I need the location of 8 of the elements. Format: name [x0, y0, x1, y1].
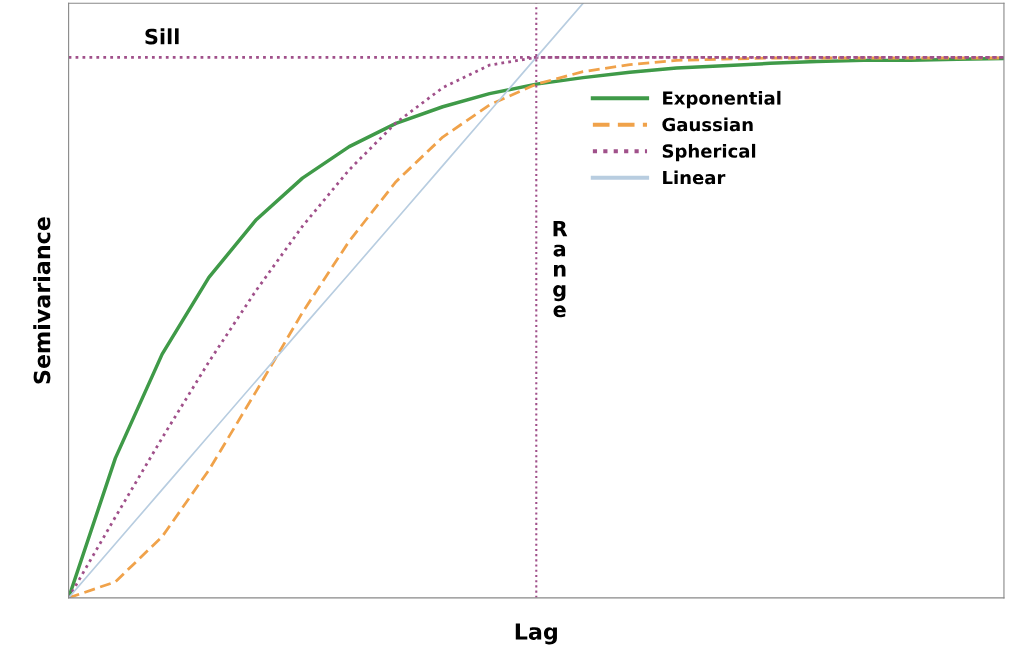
ref-line-label: Sill	[145, 28, 179, 45]
annotation: Range	[553, 221, 568, 318]
x-axis-title: Lag	[515, 623, 557, 645]
legend-label: Gaussian	[662, 117, 753, 132]
legend-label: Linear	[663, 170, 726, 185]
legend-label: Exponential	[663, 90, 781, 109]
legend-label: Spherical	[662, 143, 756, 162]
y-axis-title: Semivariance	[33, 217, 51, 384]
